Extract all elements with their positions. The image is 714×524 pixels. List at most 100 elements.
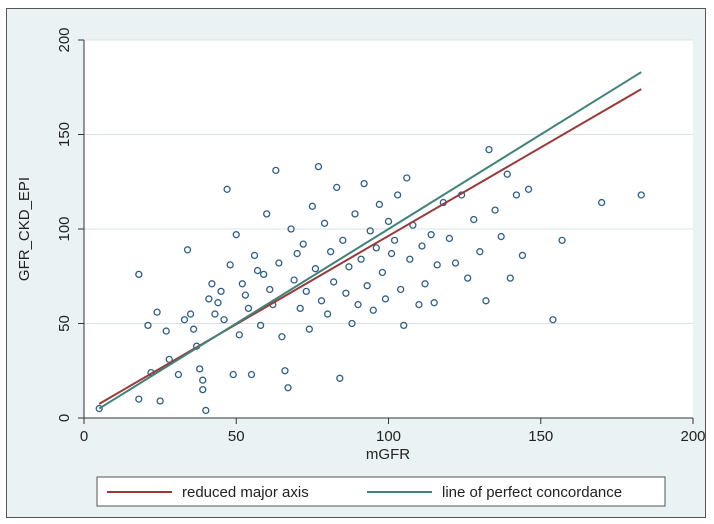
data-point-48 (293, 249, 301, 258)
data-point-44 (281, 367, 289, 375)
data-point-24 (220, 316, 228, 324)
data-point-67 (351, 210, 359, 218)
data-point-38 (263, 210, 271, 218)
data-point-18 (202, 406, 210, 415)
data-point-25 (223, 185, 231, 193)
data-point-75 (375, 200, 384, 209)
data-point-63 (339, 236, 347, 244)
data-point-23 (217, 287, 225, 296)
data-point-11 (183, 246, 192, 254)
x-tick-label-0: 0 (80, 428, 88, 445)
data-point-7 (162, 327, 170, 335)
chart-frame: 0 50 100 150 200 0 50 100 150 200 mGFR GFR_CKD_EP… (6, 8, 706, 518)
data-point-65 (345, 263, 353, 271)
data-point-39 (266, 285, 274, 294)
data-point-72 (366, 227, 374, 235)
data-point-77 (381, 295, 390, 303)
y-tick-label-0: 0 (56, 414, 73, 422)
data-point-50 (299, 240, 307, 248)
data-point-51 (302, 287, 310, 296)
data-point-49 (296, 304, 304, 313)
data-point-68 (354, 300, 362, 309)
data-point-97 (464, 274, 472, 282)
data-point-60 (330, 278, 338, 286)
data-point-47 (290, 276, 298, 284)
data-point-108 (524, 185, 533, 193)
data-point-92 (433, 261, 441, 269)
data-point-69 (357, 255, 365, 263)
data-point-58 (323, 310, 332, 318)
data-point-76 (378, 268, 387, 277)
data-point-43 (278, 333, 286, 341)
data-point-0 (95, 404, 103, 413)
data-point-87 (415, 300, 423, 309)
data-point-33 (247, 370, 256, 379)
data-point-9 (174, 370, 183, 379)
fit-lines (98, 71, 642, 410)
data-point-54 (311, 265, 320, 273)
data-point-104 (503, 170, 511, 178)
data-point-35 (253, 266, 262, 275)
data-point-106 (512, 191, 521, 199)
data-point-12 (186, 310, 195, 318)
data-point-53 (308, 202, 317, 210)
x-tick-label-150: 150 (528, 428, 553, 445)
y-axis-title: GFR_CKD_EPI (16, 177, 33, 281)
data-point-30 (238, 280, 246, 288)
data-point-29 (235, 331, 243, 339)
data-point-101 (485, 145, 493, 154)
data-point-42 (275, 259, 283, 267)
y-tick-label-100: 100 (56, 216, 73, 241)
data-point-26 (226, 261, 234, 269)
data-point-36 (256, 321, 265, 330)
data-point-34 (250, 251, 259, 260)
data-point-37 (260, 270, 268, 279)
data-point-91 (430, 299, 438, 307)
data-point-5 (153, 308, 161, 316)
data-point-15 (196, 365, 204, 373)
x-axis-title: mGFR (366, 446, 410, 463)
x-tick-label-100: 100 (376, 428, 401, 445)
data-point-94 (445, 234, 454, 243)
data-point-81 (393, 191, 402, 199)
data-point-64 (342, 289, 350, 297)
y-tick-label-50: 50 (56, 315, 73, 332)
data-point-19 (205, 295, 213, 303)
data-point-98 (470, 215, 478, 224)
data-point-66 (348, 319, 356, 328)
axes: 0 50 100 150 200 0 50 100 150 200 (56, 27, 706, 445)
data-point-100 (482, 297, 490, 305)
data-point-110 (558, 236, 566, 244)
data-point-62 (336, 374, 344, 382)
data-point-59 (326, 248, 335, 256)
data-point-2 (135, 395, 143, 403)
legend: reduced major axis line of perfect conco… (96, 476, 666, 507)
data-point-82 (397, 285, 405, 294)
data-point-32 (244, 304, 253, 313)
data-point-3 (144, 321, 152, 330)
data-point-89 (421, 280, 429, 288)
data-points (95, 145, 645, 415)
data-point-112 (637, 191, 645, 199)
data-point-46 (287, 225, 295, 233)
data-point-6 (156, 397, 164, 405)
legend-label-rma: reduced major axis (182, 484, 309, 501)
data-point-85 (406, 255, 414, 263)
data-point-27 (229, 370, 237, 379)
x-tick-label-200: 200 (680, 428, 705, 445)
data-point-103 (497, 232, 505, 241)
data-point-21 (211, 310, 219, 318)
data-point-31 (241, 291, 250, 299)
y-tick-label-150: 150 (56, 122, 73, 147)
data-point-70 (360, 179, 368, 188)
y-tick-label-200: 200 (56, 27, 73, 52)
x-tick-label-50: 50 (228, 428, 245, 445)
data-point-61 (333, 183, 341, 192)
data-point-90 (427, 231, 435, 239)
data-point-13 (189, 325, 198, 333)
data-point-102 (491, 206, 499, 214)
data-point-17 (199, 385, 207, 394)
data-point-1 (135, 270, 143, 279)
data-point-107 (518, 251, 527, 260)
data-point-78 (384, 217, 393, 226)
